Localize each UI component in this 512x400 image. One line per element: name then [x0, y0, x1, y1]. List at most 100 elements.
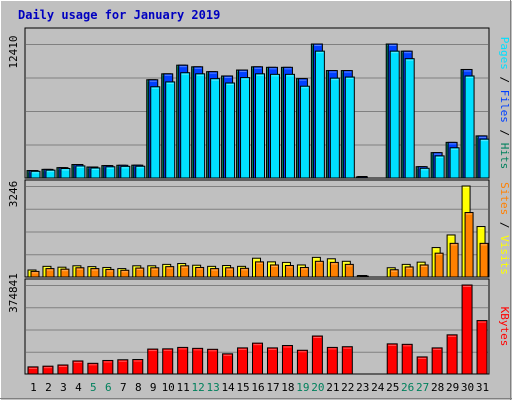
day-label-23: 23 [356, 381, 369, 394]
bar-sites-day-21 [329, 261, 339, 278]
legend-hits-files-pages: Pages / Files / Hits [498, 37, 511, 170]
day-label-13: 13 [206, 381, 219, 394]
bar-pages-day-26 [404, 58, 415, 179]
day-label-18: 18 [281, 381, 294, 394]
legend-part: Visits [498, 235, 511, 275]
bar-sites-day-30 [464, 212, 474, 278]
bar-kbytes-day-20 [311, 335, 323, 375]
day-label-26: 26 [401, 381, 414, 394]
x-axis-day-labels: 1 2 3 4 5 6 7 8 9 10 11 12 13 14 15 16 17 18 19 20 21 22 23 24 2… [30, 381, 489, 394]
bar-kbytes-day-11 [177, 346, 189, 375]
bar-pages-day-11 [180, 72, 191, 179]
bar-sites-day-7 [120, 269, 130, 278]
bar-sites-day-23 [359, 275, 369, 278]
bar-sites-day-28 [434, 252, 444, 278]
bar-sites-day-3 [60, 268, 70, 278]
bar-kbytes-day-1 [27, 366, 39, 375]
bar-kbytes-day-18 [281, 345, 293, 375]
bar-sites-day-25 [389, 269, 399, 278]
legend-part: KBytes [498, 307, 511, 347]
day-label-20: 20 [311, 381, 324, 394]
bar-pages-day-10 [165, 81, 176, 179]
bar-sites-day-16 [255, 261, 265, 278]
bar-pages-day-17 [269, 73, 280, 179]
day-label-31: 31 [476, 381, 489, 394]
bar-kbytes-day-14 [222, 353, 234, 375]
bar-pages-day-19 [299, 85, 310, 179]
bar-sites-day-27 [419, 264, 429, 278]
day-label-6: 6 [105, 381, 112, 394]
day-label-22: 22 [341, 381, 354, 394]
bar-kbytes-day-2 [42, 365, 54, 375]
bar-pages-day-2 [45, 169, 56, 179]
bar-pages-day-9 [150, 86, 161, 179]
day-label-25: 25 [386, 381, 399, 394]
bar-kbytes-day-16 [252, 342, 264, 375]
bar-pages-day-21 [329, 77, 340, 179]
bar-pages-day-25 [389, 50, 400, 179]
bar-kbytes-day-10 [162, 348, 174, 375]
day-label-30: 30 [461, 381, 474, 394]
day-label-15: 15 [236, 381, 249, 394]
bar-sites-day-17 [269, 264, 279, 278]
bar-sites-day-6 [105, 268, 115, 278]
day-label-21: 21 [326, 381, 339, 394]
bar-pages-day-27 [419, 167, 430, 179]
legend-kbytes: KBytes [498, 307, 511, 347]
day-label-16: 16 [251, 381, 264, 394]
bar-pages-day-29 [449, 147, 460, 179]
legend-part: Sites [498, 182, 511, 215]
day-label-11: 11 [177, 381, 190, 394]
bar-pages-day-30 [464, 75, 475, 179]
bar-kbytes-day-30 [461, 284, 473, 375]
bar-kbytes-day-26 [401, 343, 413, 375]
day-label-9: 9 [150, 381, 157, 394]
bar-sites-day-5 [90, 268, 100, 278]
legend-part: Pages [498, 37, 511, 70]
day-label-27: 27 [416, 381, 429, 394]
bar-pages-day-20 [314, 50, 325, 179]
bar-pages-day-15 [240, 77, 251, 179]
bar-kbytes-day-7 [117, 359, 129, 375]
bar-pages-day-13 [210, 78, 221, 179]
panel-visits-sites: 3246 Sites / Visits [7, 179, 511, 278]
bar-kbytes-day-8 [132, 359, 144, 375]
day-label-4: 4 [75, 381, 82, 394]
bar-kbytes-day-15 [237, 347, 249, 375]
bar-pages-day-4 [75, 165, 86, 179]
bar-kbytes-day-28 [431, 347, 443, 375]
day-label-24: 24 [371, 381, 385, 394]
bar-sites-day-22 [344, 263, 354, 278]
legend-part: Hits [498, 143, 511, 170]
bar-pages-day-7 [120, 165, 131, 179]
legend-part: / [498, 215, 511, 235]
bar-sites-day-4 [75, 267, 85, 278]
bar-kbytes-day-9 [147, 348, 159, 375]
bar-sites-day-1 [30, 270, 40, 278]
bar-pages-day-14 [225, 82, 236, 179]
bar-pages-day-12 [195, 73, 206, 179]
bar-kbytes-day-21 [326, 346, 338, 375]
bar-sites-day-15 [240, 267, 250, 278]
bar-pages-day-16 [255, 73, 266, 179]
day-label-19: 19 [296, 381, 309, 394]
day-label-2: 2 [45, 381, 52, 394]
bar-sites-day-14 [225, 267, 235, 278]
bar-sites-day-13 [210, 268, 220, 278]
bar-kbytes-day-22 [341, 346, 353, 375]
bar-kbytes-day-6 [102, 359, 114, 375]
bar-sites-day-31 [479, 242, 489, 278]
y-max-label: 12410 [7, 35, 20, 68]
legend-visits-sites: Sites / Visits [498, 182, 511, 275]
panel-hits-files-pages: 12410 Pages / Files / Hits [7, 27, 511, 179]
bar-kbytes-day-13 [207, 348, 219, 375]
bar-kbytes-day-12 [192, 347, 204, 375]
bar-kbytes-day-3 [57, 364, 69, 375]
day-label-3: 3 [60, 381, 67, 394]
day-label-10: 10 [162, 381, 175, 394]
bar-sites-day-26 [404, 266, 414, 278]
bar-kbytes-day-17 [266, 347, 278, 375]
bar-pages-day-1 [30, 170, 41, 179]
panel-kbytes: 374841 KBytes [7, 273, 511, 375]
